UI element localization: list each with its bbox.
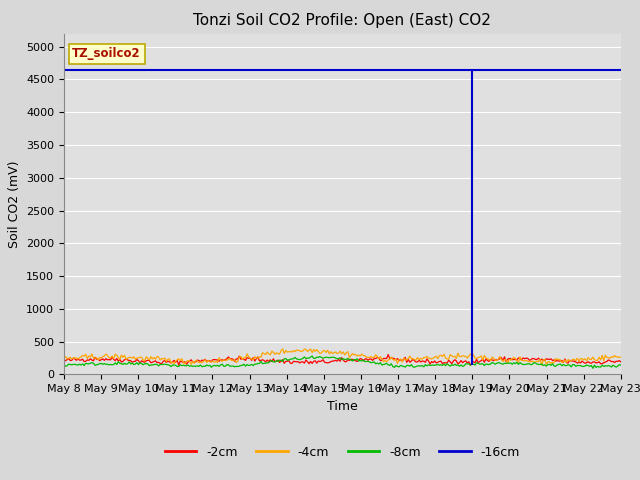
Y-axis label: Soil CO2 (mV): Soil CO2 (mV) <box>8 160 20 248</box>
Legend: -2cm, -4cm, -8cm, -16cm: -2cm, -4cm, -8cm, -16cm <box>160 441 525 464</box>
Title: Tonzi Soil CO2 Profile: Open (East) CO2: Tonzi Soil CO2 Profile: Open (East) CO2 <box>193 13 492 28</box>
Text: TZ_soilco2: TZ_soilco2 <box>72 47 141 60</box>
X-axis label: Time: Time <box>327 400 358 413</box>
